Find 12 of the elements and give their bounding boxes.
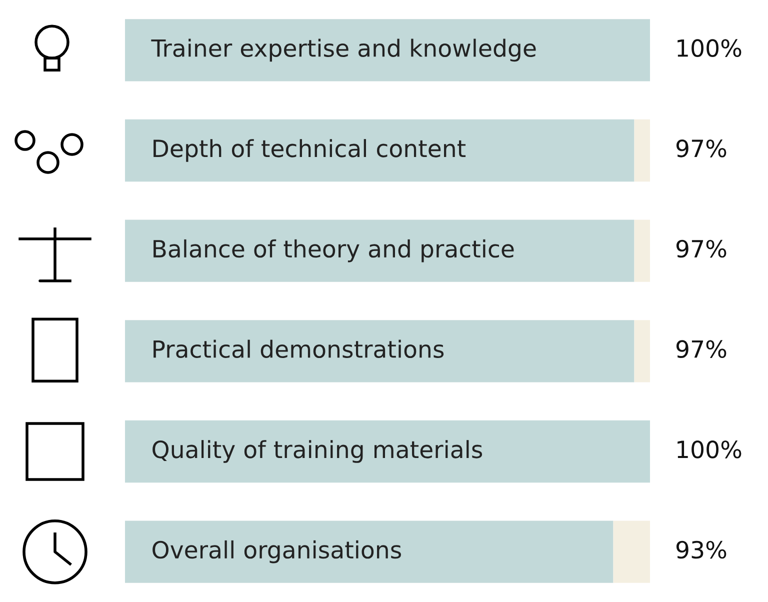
data-label: 97% — [676, 340, 726, 358]
y-tick-label: Trainer expertise and knowledge — [151, 38, 536, 62]
data-label: 93% — [676, 540, 726, 559]
y-tick-label: Balance of theory and practice — [154, 239, 514, 262]
data-label: 100% — [678, 440, 742, 458]
data-label: 100% — [678, 39, 742, 58]
y-tick-label: Overall organisations — [152, 540, 401, 564]
y-tick-label: Practical demonstrations — [154, 340, 444, 358]
data-label: 97% — [676, 240, 726, 258]
y-tick-label: Depth of technical content — [154, 139, 466, 162]
y-tick-label: Quality of training materials — [152, 440, 482, 463]
data-label: 97% — [676, 139, 726, 158]
